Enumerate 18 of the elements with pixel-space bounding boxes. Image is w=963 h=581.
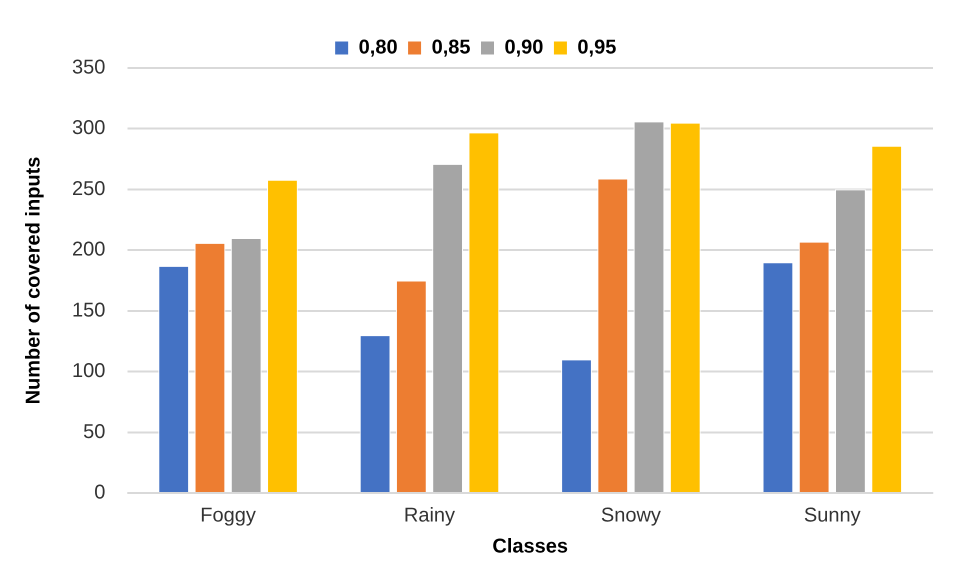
y-tick-label: 250 xyxy=(72,178,106,200)
legend-label: 0,95 xyxy=(577,36,616,59)
x-tick-label: Sunny xyxy=(804,504,861,527)
y-axis-title: Number of covered inputs xyxy=(22,156,45,404)
y-tick-label: 100 xyxy=(72,360,106,382)
y-tick-label: 200 xyxy=(72,238,106,261)
x-tick-label: Snowy xyxy=(600,504,661,527)
legend-label: 0,90 xyxy=(504,36,544,59)
y-tick-label: 300 xyxy=(72,117,106,140)
legend-label: 0,80 xyxy=(358,36,398,59)
y-tick-label: 150 xyxy=(72,299,106,322)
y-tick-label: 350 xyxy=(72,56,106,79)
legend-label: 0,85 xyxy=(432,36,471,59)
y-tick-label: 0 xyxy=(94,482,106,504)
x-axis-title: Classes xyxy=(492,536,568,558)
x-tick-label: Foggy xyxy=(200,504,256,527)
x-tick-label: Rainy xyxy=(404,504,456,527)
y-tick-label: 50 xyxy=(83,420,106,443)
